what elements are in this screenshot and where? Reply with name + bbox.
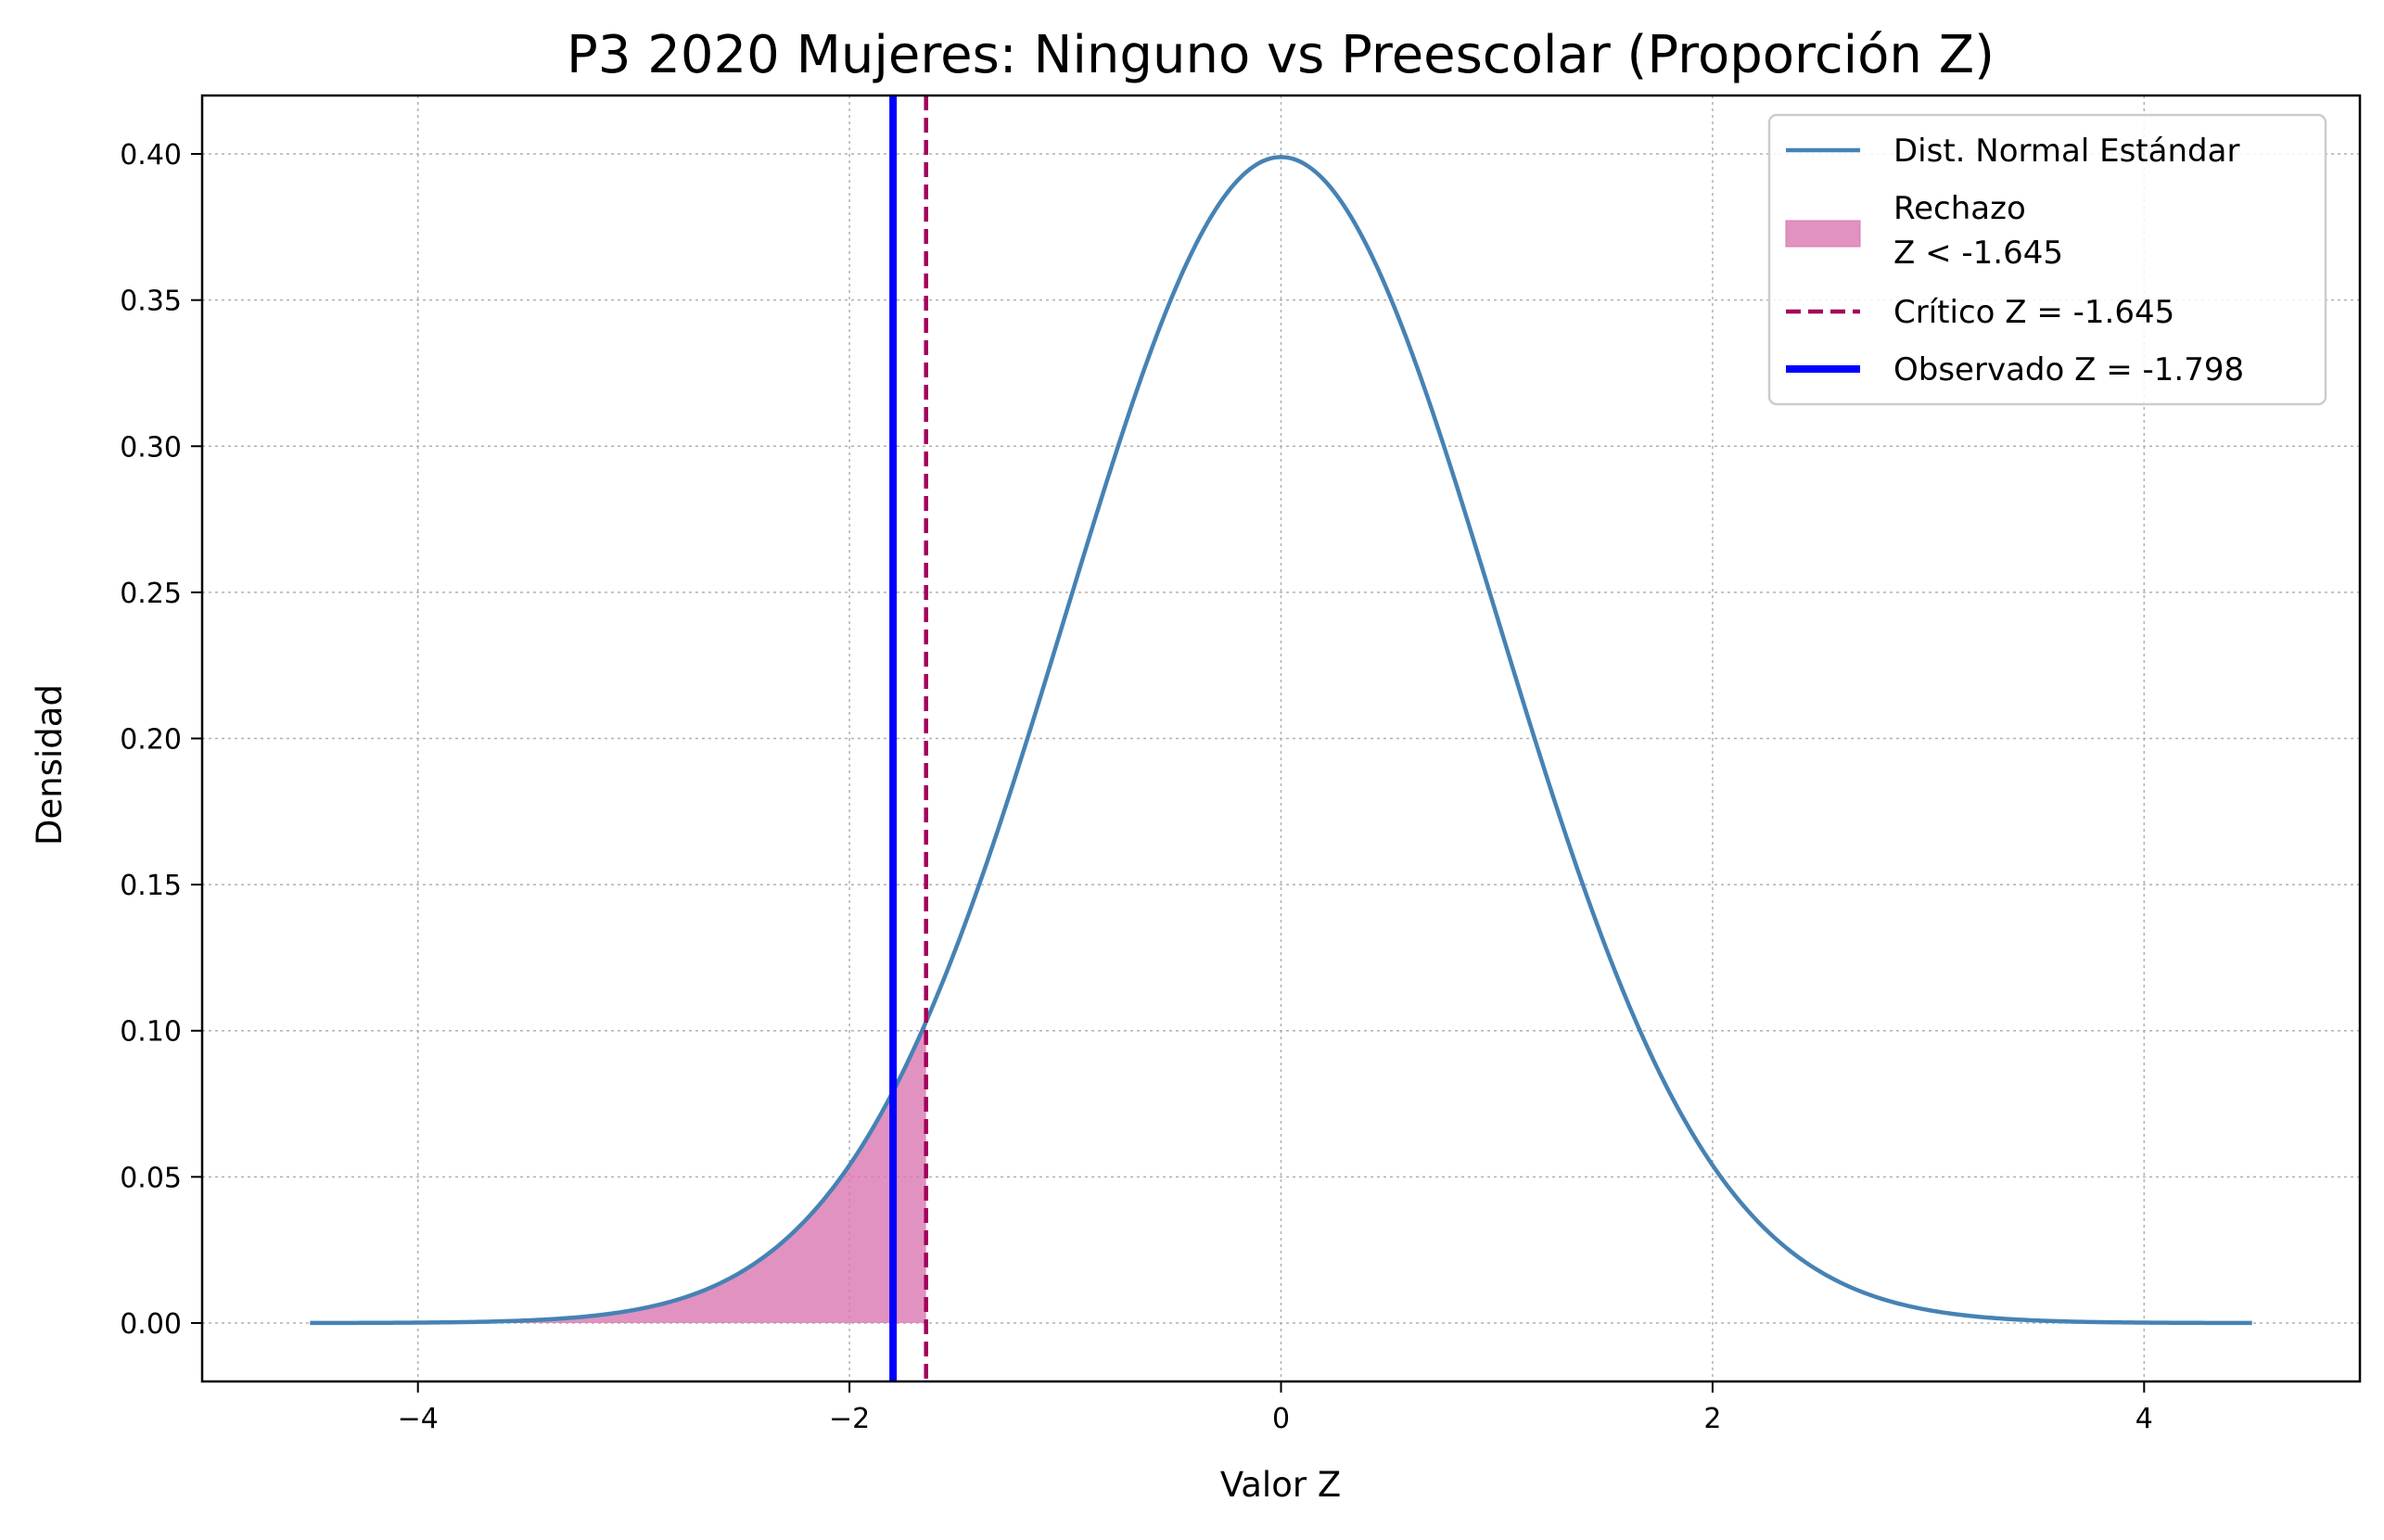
y-tick-label: 0.05 xyxy=(120,1162,182,1194)
legend-curve-label: Dist. Normal Estándar xyxy=(1893,133,2239,170)
y-tick-label: 0.35 xyxy=(120,286,182,318)
legend-region-label-line2: Z < -1.645 xyxy=(1893,235,2063,272)
y-tick-label: 0.15 xyxy=(120,870,182,902)
x-tick-label: −4 xyxy=(398,1403,439,1435)
grid-lines xyxy=(202,95,2360,1381)
y-tick-label: 0.30 xyxy=(120,431,182,464)
legend-region-label: Rechazo xyxy=(1893,190,2026,227)
legend-region-swatch xyxy=(1785,220,1861,248)
y-tick-label: 0.10 xyxy=(120,1016,182,1049)
y-tick-label: 0.00 xyxy=(120,1308,182,1341)
legend-observed-label: Observado Z = -1.798 xyxy=(1893,351,2244,388)
x-tick-label: 2 xyxy=(1703,1403,1721,1435)
rejection-region-area xyxy=(310,1021,926,1323)
legend-box xyxy=(1767,113,2327,406)
x-axis-ticks: −4 −2 0 2 4 xyxy=(398,1381,2153,1435)
y-tick-label: 0.25 xyxy=(120,578,182,610)
x-tick-label: 4 xyxy=(2135,1403,2153,1435)
x-tick-label: 0 xyxy=(1272,1403,1290,1435)
legend: Dist. Normal Estándar Rechazo Z < -1.645… xyxy=(1767,113,2327,406)
y-axis-ticks: 0.00 0.05 0.10 0.15 0.20 0.25 0.30 0.35 0.40 xyxy=(120,139,202,1341)
y-tick-label: 0.40 xyxy=(120,139,182,172)
y-axis-label: Densidad xyxy=(30,684,70,846)
chart-title: P3 2020 Mujeres: Ninguno vs Preescolar (… xyxy=(567,25,1995,85)
x-axis-label: Valor Z xyxy=(1220,1465,1341,1505)
x-tick-label: −2 xyxy=(829,1403,870,1435)
normal-curve-line xyxy=(310,155,2252,1326)
y-tick-label: 0.20 xyxy=(120,724,182,757)
legend-critical-label: Crítico Z = -1.645 xyxy=(1893,294,2174,331)
